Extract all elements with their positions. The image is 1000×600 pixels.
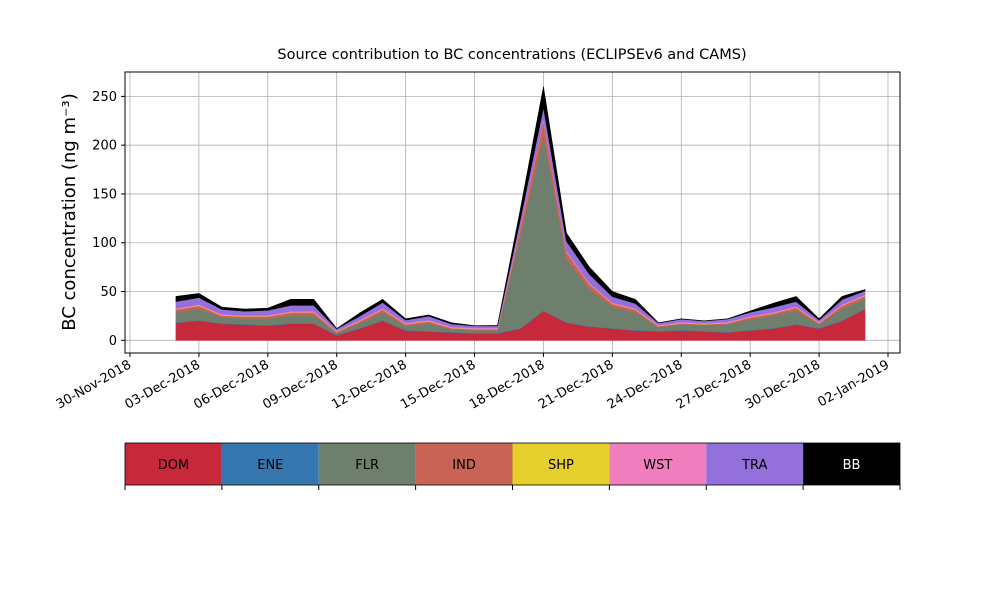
legend-swatch — [415, 443, 513, 485]
legend-swatch — [318, 443, 416, 485]
y-tick-label: 0 — [109, 334, 117, 349]
legend-swatch — [221, 443, 319, 485]
x-tick-label: 06-Dec-2018 — [191, 357, 271, 412]
legend-label: DOM — [158, 458, 189, 473]
y-tick-label: 200 — [92, 139, 117, 154]
y-tick-label: 250 — [92, 90, 117, 105]
legend-label: ENE — [257, 458, 283, 473]
x-tick-label: 27-Dec-2018 — [674, 357, 754, 412]
x-tick-label: 02-Jan-2019 — [815, 357, 892, 410]
x-tick-label: 09-Dec-2018 — [260, 357, 340, 412]
legend-swatch — [706, 443, 804, 485]
legend-swatch — [803, 443, 900, 485]
y-axis-label: BC concentration (ng m⁻³) — [59, 93, 80, 331]
legend-swatch — [512, 443, 610, 485]
x-tick-label: 30-Dec-2018 — [743, 357, 823, 412]
legend-label: BB — [843, 458, 861, 473]
legend-label: IND — [452, 458, 476, 473]
legend-label: SHP — [548, 458, 574, 473]
legend-label: TRA — [741, 458, 767, 473]
y-tick-label: 50 — [100, 285, 117, 300]
x-tick-label: 15-Dec-2018 — [398, 357, 478, 412]
chart-title: Source contribution to BC concentrations… — [277, 47, 746, 63]
legend-label: WST — [643, 458, 672, 473]
x-tick-label: 18-Dec-2018 — [467, 357, 547, 412]
legend-swatch — [609, 443, 707, 485]
x-tick-label: 03-Dec-2018 — [123, 357, 203, 412]
x-tick-label: 30-Nov-2018 — [54, 357, 134, 412]
y-tick-label: 150 — [92, 187, 117, 202]
frame — [124, 71, 901, 354]
legend-label: FLR — [355, 458, 379, 473]
x-tick-label: 21-Dec-2018 — [536, 357, 616, 412]
y-tick-label: 100 — [92, 236, 117, 251]
legend-swatch — [125, 443, 222, 485]
x-tick-label: 24-Dec-2018 — [605, 357, 685, 412]
x-tick-label: 12-Dec-2018 — [329, 357, 409, 412]
legend-frame — [124, 442, 901, 486]
area — [175, 86, 866, 330]
